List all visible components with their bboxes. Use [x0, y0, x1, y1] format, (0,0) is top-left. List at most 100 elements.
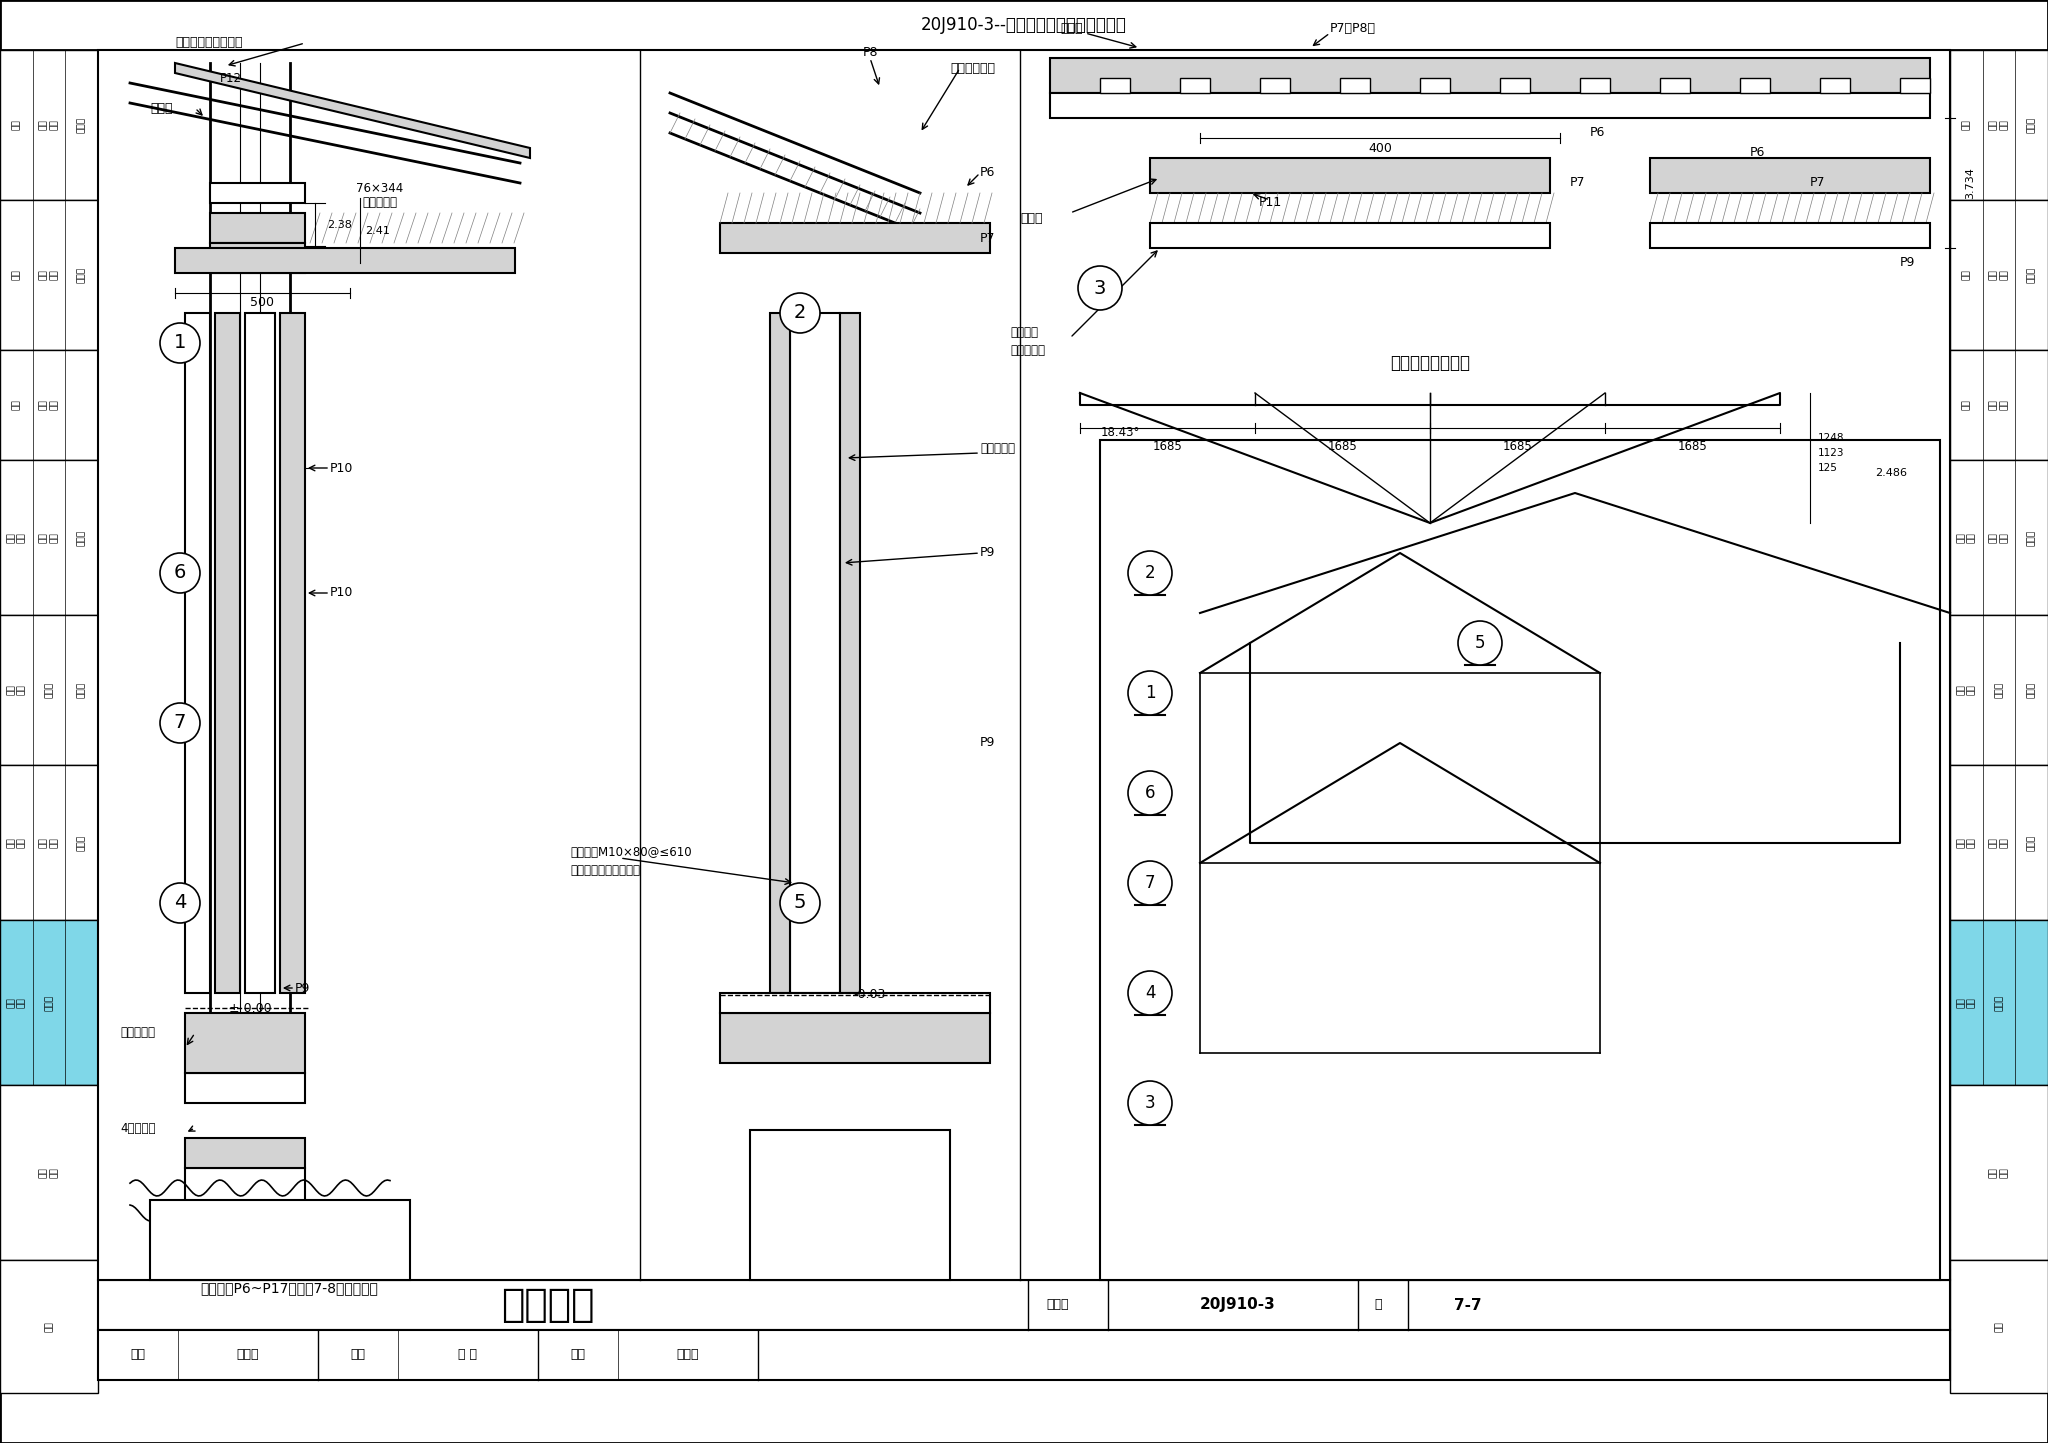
- Text: 浅波板: 浅波板: [1020, 212, 1042, 225]
- Text: 20J910-3--模块化钢结构房屋建筑构造: 20J910-3--模块化钢结构房屋建筑构造: [922, 16, 1126, 35]
- Text: 框架
箱化: 框架 箱化: [1989, 270, 2009, 280]
- Bar: [174, 248, 514, 273]
- Bar: [211, 214, 305, 242]
- Bar: [184, 1139, 305, 1167]
- Bar: [184, 1167, 305, 1228]
- Bar: [1950, 51, 2048, 201]
- Bar: [1950, 351, 2048, 460]
- Circle shape: [160, 883, 201, 924]
- Text: 房屋: 房屋: [12, 270, 20, 280]
- Text: P6: P6: [981, 166, 995, 179]
- Text: 4: 4: [1145, 984, 1155, 1001]
- Text: 轻型钢: 轻型钢: [45, 683, 53, 698]
- Bar: [0, 1260, 98, 1392]
- Bar: [721, 1013, 989, 1063]
- Circle shape: [160, 703, 201, 743]
- Bar: [0, 351, 98, 460]
- Circle shape: [160, 553, 201, 593]
- Text: P9: P9: [981, 736, 995, 749]
- Text: 框架
房屋: 框架 房屋: [6, 684, 27, 696]
- Bar: [184, 313, 211, 993]
- Text: ± 0.00: ± 0.00: [229, 1001, 270, 1014]
- Bar: [0, 921, 98, 1085]
- Bar: [150, 1201, 410, 1280]
- Bar: [721, 224, 989, 253]
- Bar: [0, 1085, 98, 1260]
- Bar: [281, 313, 305, 993]
- Text: 结构详图: 结构详图: [502, 1286, 594, 1325]
- Text: 4: 4: [174, 893, 186, 912]
- Text: 拆装式: 拆装式: [2028, 834, 2036, 850]
- Bar: [1950, 921, 2048, 1085]
- Text: 底盘
箱式: 底盘 箱式: [39, 400, 59, 410]
- Bar: [0, 460, 98, 615]
- Bar: [1950, 1260, 2048, 1392]
- Text: 框架
房屋: 框架 房屋: [1956, 684, 1976, 696]
- Bar: [0, 0, 2048, 51]
- Text: 2: 2: [1145, 564, 1155, 582]
- Bar: [1950, 201, 2048, 351]
- Text: 冷弯
薄壁: 冷弯 薄壁: [39, 532, 59, 543]
- Text: 屋顶支架几何尺寸: 屋顶支架几何尺寸: [1391, 354, 1470, 372]
- Bar: [1950, 1085, 2048, 1260]
- Bar: [98, 1330, 1950, 1380]
- Text: 2.41: 2.41: [365, 227, 391, 237]
- Text: 底盘
箱式: 底盘 箱式: [1989, 400, 2009, 410]
- Text: 集装
箱化: 集装 箱化: [1989, 120, 2009, 130]
- Text: P6: P6: [1589, 127, 1606, 140]
- Text: 房屋: 房屋: [1962, 400, 1970, 410]
- Bar: [0, 765, 98, 921]
- Text: 板式
房屋: 板式 房屋: [6, 997, 27, 1007]
- Bar: [1499, 78, 1530, 92]
- Bar: [1950, 460, 2048, 615]
- Text: 金属板配件: 金属板配件: [1010, 343, 1044, 356]
- Circle shape: [780, 293, 819, 333]
- Text: 卞宗舒: 卞宗舒: [238, 1349, 260, 1362]
- Bar: [1100, 78, 1130, 92]
- Text: 6: 6: [174, 564, 186, 583]
- Text: 1685: 1685: [1153, 440, 1182, 453]
- Text: 3: 3: [1094, 278, 1106, 297]
- Text: 秦 振: 秦 振: [459, 1349, 477, 1362]
- Text: 集装
箱化: 集装 箱化: [39, 120, 59, 130]
- Text: 铝合金配件: 铝合金配件: [121, 1026, 156, 1039]
- Text: 彩色压型: 彩色压型: [1010, 326, 1038, 339]
- Text: 膨胀螺栓M10×80@≤610: 膨胀螺栓M10×80@≤610: [569, 847, 692, 860]
- Bar: [1821, 78, 1849, 92]
- Text: 4厚橡胶垫: 4厚橡胶垫: [121, 1121, 156, 1134]
- Text: 3.734: 3.734: [1964, 167, 1974, 199]
- Text: 房屋: 房屋: [1962, 120, 1970, 130]
- Bar: [246, 313, 274, 993]
- Text: 2.38: 2.38: [328, 219, 352, 229]
- Text: 5: 5: [795, 893, 807, 912]
- Text: 1685: 1685: [1677, 440, 1708, 453]
- Text: 铝合金配件: 铝合金配件: [981, 442, 1016, 455]
- Bar: [1339, 78, 1370, 92]
- Text: 房屋: 房屋: [12, 400, 20, 410]
- Text: P9: P9: [295, 981, 311, 994]
- Bar: [1051, 92, 1929, 118]
- Bar: [770, 313, 791, 993]
- Text: 图集号: 图集号: [1047, 1299, 1069, 1312]
- Text: P7: P7: [1571, 176, 1585, 189]
- Circle shape: [1128, 1081, 1171, 1126]
- Text: 5: 5: [1475, 633, 1485, 652]
- Text: 压型钢承板: 压型钢承板: [362, 196, 397, 209]
- Text: 设计: 设计: [571, 1349, 586, 1362]
- Text: P7: P7: [981, 231, 995, 244]
- Text: P9: P9: [1901, 257, 1915, 270]
- Bar: [1901, 78, 1929, 92]
- Text: 模块化: 模块化: [78, 267, 86, 283]
- Text: 框架
箱化: 框架 箱化: [39, 270, 59, 280]
- Text: 1: 1: [1145, 684, 1155, 701]
- Circle shape: [160, 323, 201, 364]
- Circle shape: [1128, 771, 1171, 815]
- Bar: [1741, 78, 1769, 92]
- Text: -0.03: -0.03: [854, 988, 887, 1001]
- Text: 房屋: 房屋: [1962, 270, 1970, 280]
- Bar: [211, 183, 305, 203]
- Text: 20J910-3: 20J910-3: [1200, 1297, 1276, 1313]
- Bar: [1651, 157, 1929, 193]
- Text: 活动
房屋: 活动 房屋: [6, 837, 27, 848]
- Text: 活动
房屋: 活动 房屋: [1956, 837, 1976, 848]
